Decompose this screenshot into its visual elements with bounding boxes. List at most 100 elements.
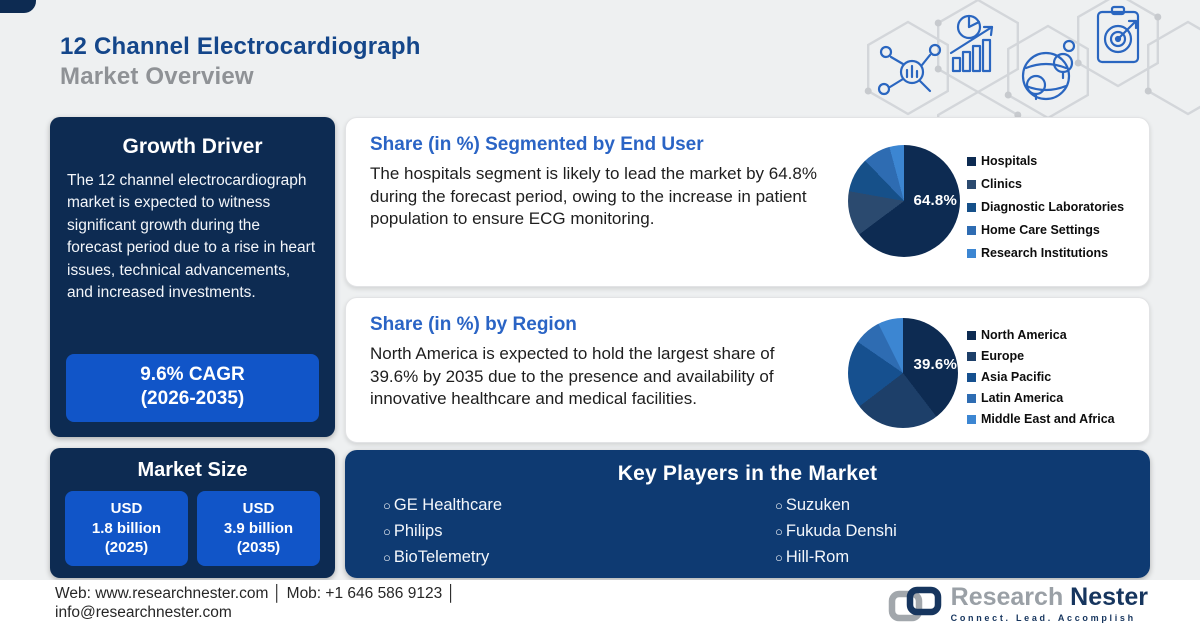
legend-label: North America bbox=[981, 328, 1067, 342]
legend-item: Latin America bbox=[967, 391, 1115, 405]
pie-graphic bbox=[848, 318, 958, 428]
legend-item: North America bbox=[967, 328, 1115, 342]
region-pie-value: 39.6% bbox=[913, 356, 957, 373]
end-user-pie-chart: 64.8% bbox=[848, 145, 960, 257]
legend-label: Latin America bbox=[981, 391, 1064, 405]
circle-bullet-icon: ○ bbox=[775, 498, 783, 513]
currency-label: USD bbox=[242, 500, 275, 517]
year-label: (2035) bbox=[236, 539, 281, 556]
network-research-icon bbox=[877, 43, 942, 96]
legend-label: Middle East and Africa bbox=[981, 412, 1115, 426]
end-user-card-heading: Share (in %) Segmented by End User bbox=[370, 134, 704, 155]
legend-label: Home Care Settings bbox=[981, 223, 1100, 237]
hexagon-pattern bbox=[864, 0, 1200, 118]
key-player-name: Hill-Rom bbox=[785, 547, 850, 566]
region-card-text: North America is expected to hold the la… bbox=[370, 344, 775, 409]
legend-item: Home Care Settings bbox=[967, 223, 1124, 237]
legend-label: Asia Pacific bbox=[981, 370, 1052, 384]
key-player-name: GE Healthcare bbox=[393, 496, 503, 514]
legend-item: Diagnostic Laboratories bbox=[967, 200, 1124, 214]
region-pie-chart: 39.6% bbox=[848, 318, 958, 428]
contact-line-web-mob: Web: www.researchnester.com │ Mob: +1 64… bbox=[55, 585, 457, 603]
legend-swatch bbox=[967, 414, 976, 424]
page-title: 12 Channel Electrocardiograph Market Ove… bbox=[60, 32, 421, 92]
growth-chart-icon bbox=[949, 14, 994, 73]
region-card-heading: Share (in %) by Region bbox=[370, 314, 577, 335]
end-user-share-card: Share (in %) Segmented by End User The h… bbox=[345, 117, 1150, 287]
legend-label: Research Institutions bbox=[981, 246, 1109, 260]
key-player-item: ○ Suzuken bbox=[775, 493, 1150, 519]
growth-driver-panel: Growth Driver The 12 channel electrocard… bbox=[50, 117, 335, 437]
legend-swatch bbox=[967, 156, 976, 166]
research-nester-logo: Research Nester Connect. Lead. Accomplis… bbox=[888, 585, 1148, 623]
global-market-icon bbox=[1021, 39, 1076, 101]
market-size-title: Market Size bbox=[137, 459, 248, 481]
value-label: 3.9 billion bbox=[223, 519, 294, 537]
legend-item: Middle East and Africa bbox=[967, 412, 1115, 426]
circle-bullet-icon: ○ bbox=[383, 523, 391, 539]
page-title-line2: Market Overview bbox=[60, 63, 254, 90]
key-player-item: ○ BioTelemetry bbox=[383, 545, 775, 571]
circle-bullet-icon: ○ bbox=[383, 549, 391, 565]
growth-driver-text: The 12 channel electrocardiograph market… bbox=[67, 172, 316, 302]
year-label: (2025) bbox=[104, 539, 149, 556]
legend-swatch bbox=[967, 372, 976, 382]
circle-bullet-icon: ○ bbox=[775, 549, 783, 565]
key-player-item: ○ Hill-Rom bbox=[775, 545, 1150, 571]
market-size-2025-badge: USD 1.8 billion (2025) bbox=[65, 491, 188, 566]
pie-graphic bbox=[848, 145, 960, 257]
market-size-panel: Market Size USD 1.8 billion (2025) USD 3… bbox=[50, 448, 335, 578]
logo-name-research: Research bbox=[950, 583, 1064, 611]
legend-label: Diagnostic Laboratories bbox=[981, 200, 1125, 214]
cagr-value: 9.6% CAGR bbox=[140, 363, 245, 385]
key-player-item: ○ GE Healthcare bbox=[383, 493, 775, 519]
key-player-name: BioTelemetry bbox=[393, 547, 490, 566]
legend-swatch bbox=[967, 179, 976, 189]
key-players-panel: Key Players in the Market ○ GE Healthcare… bbox=[345, 450, 1150, 578]
legend-label: Clinics bbox=[981, 177, 1022, 191]
legend-item: Europe bbox=[967, 349, 1115, 363]
legend-swatch bbox=[967, 202, 976, 212]
logo-text: Research Nester Connect. Lead. Accomplis… bbox=[950, 583, 1148, 624]
growth-driver-title: Growth Driver bbox=[122, 135, 263, 158]
legend-item: Clinics bbox=[967, 177, 1124, 191]
circle-bullet-icon: ○ bbox=[383, 498, 391, 513]
contact-line-email: info@researchnester.com bbox=[55, 604, 232, 621]
key-players-column-1: ○ GE Healthcare ○ Philips ○ BioTelemetry bbox=[383, 493, 775, 571]
footer: Web: www.researchnester.com │ Mob: +1 64… bbox=[0, 580, 1200, 628]
market-size-2035-badge: USD 3.9 billion (2035) bbox=[197, 491, 320, 566]
legend-swatch bbox=[967, 351, 976, 361]
region-share-card: Share (in %) by Region North America is … bbox=[345, 297, 1150, 443]
legend-item: Research Institutions bbox=[967, 246, 1124, 260]
legend-label: Europe bbox=[981, 349, 1025, 363]
key-player-name: Fukuda Denshi bbox=[785, 521, 897, 540]
region-legend: North America Europe Asia Pacific Latin … bbox=[967, 328, 1115, 433]
end-user-card-text: The hospitals segment is likely to lead … bbox=[370, 164, 817, 229]
currency-label: USD bbox=[110, 500, 143, 517]
key-player-name: Suzuken bbox=[785, 496, 851, 514]
legend-swatch bbox=[967, 248, 976, 258]
corner-accent bbox=[0, 0, 36, 13]
value-label: 1.8 billion bbox=[91, 519, 162, 537]
legend-item: Hospitals bbox=[967, 154, 1124, 168]
legend-swatch bbox=[967, 225, 976, 235]
key-players-title: Key Players in the Market bbox=[617, 462, 878, 485]
key-player-item: ○ Fukuda Denshi bbox=[775, 519, 1150, 545]
end-user-pie-value: 64.8% bbox=[913, 192, 957, 209]
key-player-name: Philips bbox=[393, 521, 443, 540]
page-title-line1: 12 Channel Electrocardiograph bbox=[60, 33, 421, 60]
legend-swatch bbox=[967, 393, 976, 403]
legend-item: Asia Pacific bbox=[967, 370, 1115, 384]
end-user-legend: Hospitals Clinics Diagnostic Laboratorie… bbox=[967, 154, 1124, 269]
cagr-period: (2026-2035) bbox=[140, 388, 245, 410]
cagr-badge: 9.6% CAGR (2026-2035) bbox=[66, 353, 319, 422]
logo-tagline: Connect. Lead. Accomplish bbox=[950, 613, 1136, 623]
key-player-item: ○ Philips bbox=[383, 519, 775, 545]
interlocked-links-icon bbox=[888, 586, 941, 622]
circle-bullet-icon: ○ bbox=[775, 523, 783, 539]
logo-name-nester: Nester bbox=[1070, 583, 1148, 611]
contact-info: Web: www.researchnester.com │ Mob: +1 64… bbox=[55, 585, 456, 623]
key-players-column-2: ○ Suzuken ○ Fukuda Denshi ○ Hill-Rom bbox=[775, 493, 1150, 571]
legend-label: Hospitals bbox=[981, 154, 1038, 168]
